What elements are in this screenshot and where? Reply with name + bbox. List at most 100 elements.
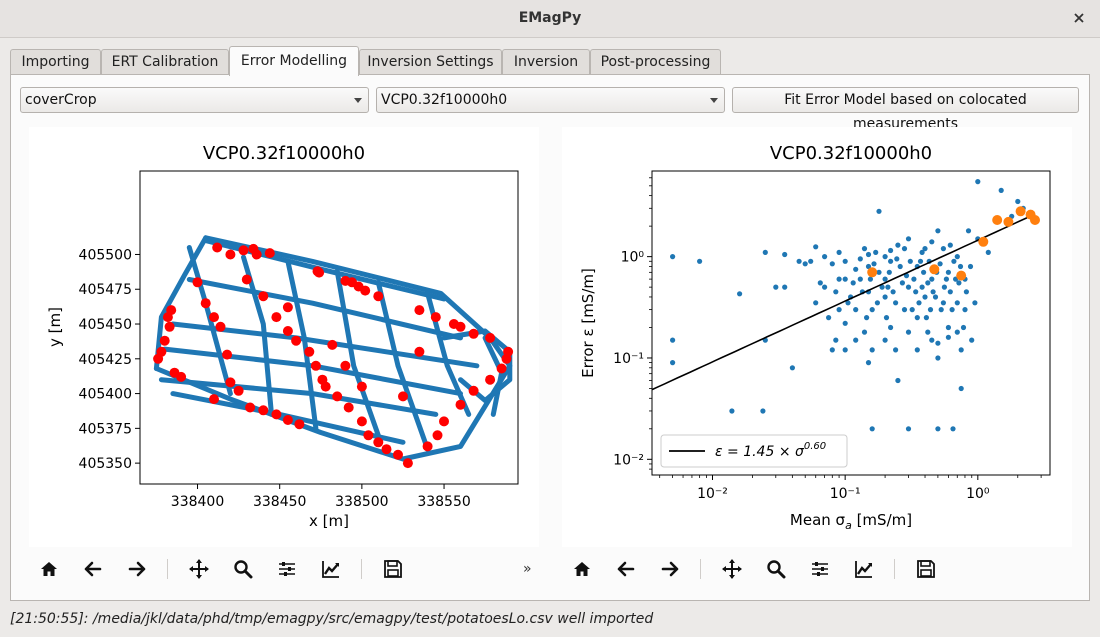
save-icon xyxy=(917,560,935,578)
tab-error-modelling[interactable]: Error Modelling xyxy=(229,46,359,76)
tab-inversion[interactable]: Inversion xyxy=(502,49,590,75)
measurement-point xyxy=(885,284,891,290)
colocated-point xyxy=(468,385,479,396)
colocated-point xyxy=(356,381,367,392)
measurement-point xyxy=(857,256,863,262)
forward-button[interactable] xyxy=(123,555,151,583)
toolbar-overflow-button[interactable]: » xyxy=(523,561,532,577)
forward-button[interactable] xyxy=(656,555,684,583)
colocated-point xyxy=(455,321,466,332)
colocated-point xyxy=(373,291,384,302)
colocated-point xyxy=(314,267,325,278)
measurement-point xyxy=(958,385,964,392)
colocated-point xyxy=(291,335,302,346)
zoom-button[interactable] xyxy=(229,555,257,583)
measurement-point xyxy=(943,276,949,282)
pan-icon xyxy=(189,559,209,579)
measurement-point xyxy=(737,291,743,297)
fit-error-model-button[interactable]: Fit Error Model based on colocated measu… xyxy=(732,87,1079,132)
track-line xyxy=(334,268,381,438)
measurement-point xyxy=(882,276,888,282)
colocated-point xyxy=(360,285,371,296)
measurement-point xyxy=(865,251,872,258)
colocated-point xyxy=(209,312,219,323)
tab-ert-calibration[interactable]: ERT Calibration xyxy=(101,49,229,75)
error-model-plot[interactable]: VCP0.32f10000h0 10⁻² 10⁻¹ 10⁰ 10⁰ 10⁻¹ 10⁻² M… xyxy=(562,127,1072,547)
edit-curve-button[interactable] xyxy=(850,555,878,583)
measurement-point xyxy=(697,258,703,264)
home-button[interactable] xyxy=(568,555,596,583)
measurement-point xyxy=(876,208,882,214)
measurement-point xyxy=(1015,198,1021,205)
colocated-point xyxy=(439,416,449,427)
colocated-point xyxy=(241,274,252,285)
status-message: [21:50:55]: /media/jkl/data/phd/tmp/emag… xyxy=(10,611,654,627)
colocated-point xyxy=(271,312,282,323)
tab-inversion-settings[interactable]: Inversion Settings xyxy=(359,49,502,75)
colocated-point xyxy=(343,402,354,413)
measurement-point xyxy=(836,249,842,255)
colocated-point xyxy=(245,402,256,413)
error-figure: VCP0.32f10000h0 10⁻² 10⁻¹ 10⁰ 10⁰ 10⁻¹ 10⁻² M… xyxy=(562,127,1072,547)
measurement-point xyxy=(869,426,875,432)
save-icon xyxy=(384,560,402,578)
measurement-point xyxy=(865,263,872,270)
forward-arrow-icon xyxy=(661,561,679,577)
fit-legend: ε = 1.45 × σ0.60 xyxy=(660,434,848,468)
measurement-point xyxy=(842,320,848,326)
pan-button[interactable] xyxy=(185,555,213,583)
colocated-point xyxy=(258,291,269,302)
colocated-point xyxy=(222,349,233,360)
measurement-point xyxy=(829,261,835,267)
colocated-point xyxy=(282,326,293,336)
subplots-button[interactable] xyxy=(273,555,301,583)
tab-importing[interactable]: Importing xyxy=(10,49,101,75)
measurement-point xyxy=(947,289,953,295)
edit-curve-icon xyxy=(322,561,339,578)
colocated-point xyxy=(153,353,164,364)
measurement-point xyxy=(922,246,928,252)
measurement-point xyxy=(945,269,951,275)
back-button[interactable] xyxy=(612,555,640,583)
track-line xyxy=(186,277,463,341)
map-figure: VCP0.32f10000h0 338400 338450 338500 338550… xyxy=(29,127,539,547)
map-plot[interactable]: VCP0.32f10000h0 338400 338450 338500 338550… xyxy=(29,127,539,547)
map-ticks: 338400 338450 338500 338550 405500 405475 4054… xyxy=(79,247,471,510)
colocated-point xyxy=(363,430,374,441)
measurement-point xyxy=(938,307,944,313)
pan-button[interactable] xyxy=(718,555,746,583)
zoom-icon xyxy=(234,560,253,579)
measurement-point xyxy=(940,300,946,306)
legend-box xyxy=(660,434,848,468)
survey-select[interactable]: coverCrop xyxy=(20,87,369,113)
save-button[interactable] xyxy=(379,555,407,583)
home-button[interactable] xyxy=(35,555,63,583)
measurement-point xyxy=(882,337,888,343)
measurement-point xyxy=(935,355,941,361)
save-button[interactable] xyxy=(912,555,940,583)
close-window-button[interactable] xyxy=(1068,7,1090,29)
measurement-point xyxy=(836,307,842,313)
colocated-point xyxy=(496,363,507,374)
edit-curve-button[interactable] xyxy=(317,555,345,583)
measurement-point xyxy=(842,347,848,353)
tab-post-processing[interactable]: Post-processing xyxy=(590,49,721,75)
back-button[interactable] xyxy=(79,555,107,583)
y-tick-label: 10⁰ xyxy=(621,250,645,266)
measurement-point xyxy=(826,315,832,321)
measurement-point xyxy=(965,228,972,234)
colocated-error-point xyxy=(1015,206,1026,217)
survey-select-value: coverCrop xyxy=(25,92,97,108)
measurement-point xyxy=(911,276,917,282)
colocated-error-point xyxy=(956,270,967,281)
measurement-point xyxy=(869,347,875,353)
coil-select-value: VCP0.32f10000h0 xyxy=(381,92,508,108)
coil-select[interactable]: VCP0.32f10000h0 xyxy=(376,87,725,113)
track-line xyxy=(285,258,319,431)
measurement-point xyxy=(905,426,912,432)
measurement-point xyxy=(874,300,880,306)
zoom-button[interactable] xyxy=(762,555,790,583)
subplots-button[interactable] xyxy=(806,555,834,583)
measurement-point xyxy=(923,315,929,321)
colocated-point xyxy=(304,346,315,357)
